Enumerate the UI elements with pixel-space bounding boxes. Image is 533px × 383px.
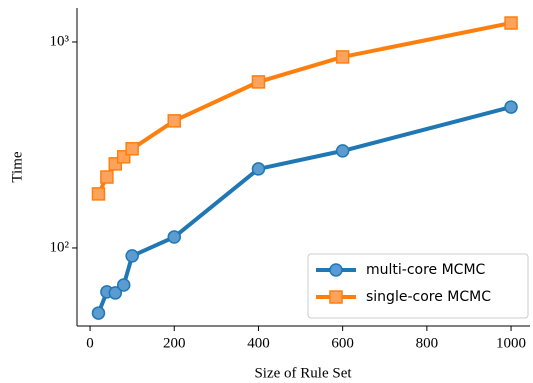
data-point [91, 306, 106, 320]
data-point [116, 278, 131, 292]
data-point [504, 100, 518, 114]
data-point [167, 114, 182, 128]
data-point [251, 162, 266, 176]
y-axis-label: Time [9, 151, 25, 182]
x-tick-label: 1000 [496, 335, 526, 351]
legend-marker [329, 290, 343, 304]
legend-marker [329, 263, 343, 277]
x-axis-label: Size of Rule Set [254, 365, 352, 381]
data-point [335, 50, 350, 64]
data-point [335, 144, 350, 158]
x-tick-label: 800 [416, 335, 439, 351]
legend-label: multi-core MCMC [366, 262, 486, 278]
legend-box [307, 253, 529, 319]
x-tick-label: 0 [86, 335, 94, 351]
legend-label: single-core MCMC [366, 289, 491, 305]
data-point [125, 142, 139, 156]
data-point [108, 286, 123, 300]
data-point [91, 187, 106, 201]
x-tick-label: 200 [163, 335, 186, 351]
y-tick-label: 10³ [50, 33, 70, 49]
x-tick-label: 400 [247, 335, 270, 351]
y-tick-label: 10² [50, 239, 70, 255]
data-point [251, 75, 266, 89]
data-point [125, 249, 139, 263]
data-point [167, 230, 182, 244]
legend: multi-core MCMC single-core MCMC [307, 253, 529, 319]
series-line [96, 21, 512, 195]
x-tick-label: 600 [331, 335, 354, 351]
data-point [504, 16, 518, 30]
data-point [100, 170, 114, 184]
